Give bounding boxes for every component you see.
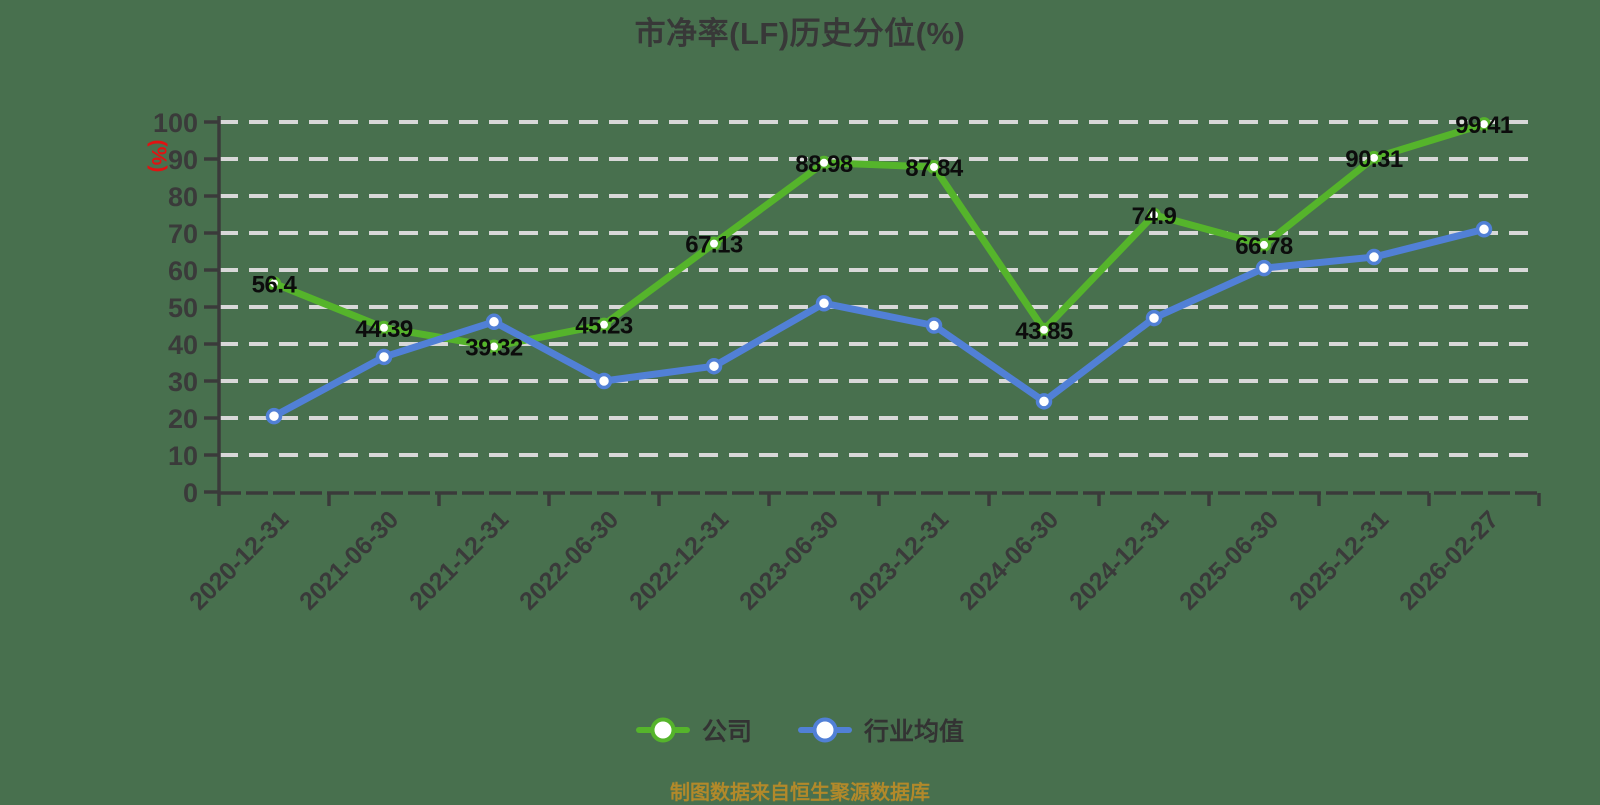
y-tick-label: 30 (168, 367, 198, 397)
legend: 公司 行业均值 (0, 712, 1600, 748)
industry-average-data-point[interactable] (1255, 259, 1273, 277)
industry-average-data-point[interactable] (815, 295, 833, 312)
data-source-caption: 制图数据来自恒生聚源数据库 (670, 782, 930, 804)
x-tick-label: 2021-12-31 (404, 505, 514, 615)
company-data-label: 74.9 (1132, 203, 1177, 230)
y-tick-label: 50 (168, 293, 198, 323)
x-tick-label: 2023-12-31 (844, 505, 954, 615)
x-tick-label: 2020-12-31 (184, 505, 294, 615)
company-data-point[interactable] (597, 317, 611, 332)
x-tick-label: 2024-06-30 (954, 505, 1064, 615)
company-data-point[interactable] (1257, 237, 1271, 252)
company-data-label: 56.4 (252, 271, 298, 298)
company-series-line (270, 120, 1488, 351)
x-tick-label: 2021-06-30 (294, 505, 404, 615)
industry-average-data-point[interactable] (1035, 393, 1053, 410)
x-tick-label: 2024-12-31 (1064, 505, 1174, 615)
industry-average-data-point[interactable] (265, 407, 283, 425)
industry-average-data-point[interactable] (375, 348, 393, 366)
company-data-point[interactable] (927, 159, 941, 174)
x-tick-label: 2026-02-27 (1394, 505, 1504, 615)
company-data-label: 90.31 (1345, 146, 1403, 173)
company-data-point[interactable] (487, 339, 501, 354)
x-tick-label: 2022-06-30 (514, 505, 624, 615)
y-tick-label: 60 (168, 256, 198, 286)
company-data-point[interactable] (1367, 150, 1381, 165)
y-tick-label: 70 (168, 219, 198, 249)
y-tick-label: 40 (168, 330, 198, 360)
company-data-point[interactable] (707, 236, 721, 251)
company-data-label: 39.32 (465, 335, 523, 362)
company-data-point[interactable] (377, 320, 391, 335)
industry-average-data-point[interactable] (1145, 309, 1163, 327)
legend-label-industry-average: 行业均值 (864, 718, 965, 746)
company-data-point[interactable] (1477, 117, 1491, 132)
company-data-point[interactable] (817, 155, 831, 170)
y-tick-label: 100 (153, 108, 198, 138)
y-tick-label: 80 (168, 182, 198, 212)
company-data-label: 66.78 (1235, 233, 1293, 260)
legend-label-company: 公司 (701, 718, 752, 746)
x-tick-label: 2025-06-30 (1174, 505, 1284, 615)
company-data-point[interactable] (1037, 322, 1051, 337)
company-series-marker-icon (635, 717, 690, 743)
y-tick-label: 0 (183, 478, 198, 508)
industry-average-data-point[interactable] (1475, 221, 1493, 238)
y-tick-label: 10 (168, 441, 198, 471)
company-data-label: 44.39 (355, 316, 413, 343)
industry-average-data-point[interactable] (485, 313, 503, 331)
x-tick-label: 2025-12-31 (1284, 505, 1394, 615)
company-data-label: 67.13 (685, 232, 743, 259)
industry-average-data-point[interactable] (1365, 248, 1383, 266)
chart-title: 市净率(LF)历史分位(%) (634, 16, 966, 51)
industry-series-marker-icon (798, 717, 852, 743)
industry-average-data-point[interactable] (595, 372, 613, 390)
industry-average-data-point[interactable] (925, 317, 943, 334)
y-tick-label: 20 (168, 404, 198, 434)
x-tick-label: 2022-12-31 (624, 505, 734, 615)
company-data-label: 43.85 (1015, 318, 1073, 345)
company-data-label: 99.41 (1455, 112, 1513, 139)
legend-item-industry-average[interactable]: 行业均值 (798, 712, 964, 748)
company-data-label: 87.84 (905, 155, 964, 182)
company-data-label: 88.98 (795, 151, 853, 178)
company-data-label: 45.23 (575, 313, 633, 340)
company-data-point[interactable] (1147, 207, 1161, 222)
y-tick-label: 90 (168, 145, 198, 175)
x-tick-label: 2023-06-30 (734, 505, 844, 615)
industry-average-data-point[interactable] (705, 357, 723, 375)
legend-item-company[interactable]: 公司 (635, 712, 752, 748)
company-data-point[interactable] (267, 276, 281, 291)
industry-average-series-line (270, 225, 1488, 420)
